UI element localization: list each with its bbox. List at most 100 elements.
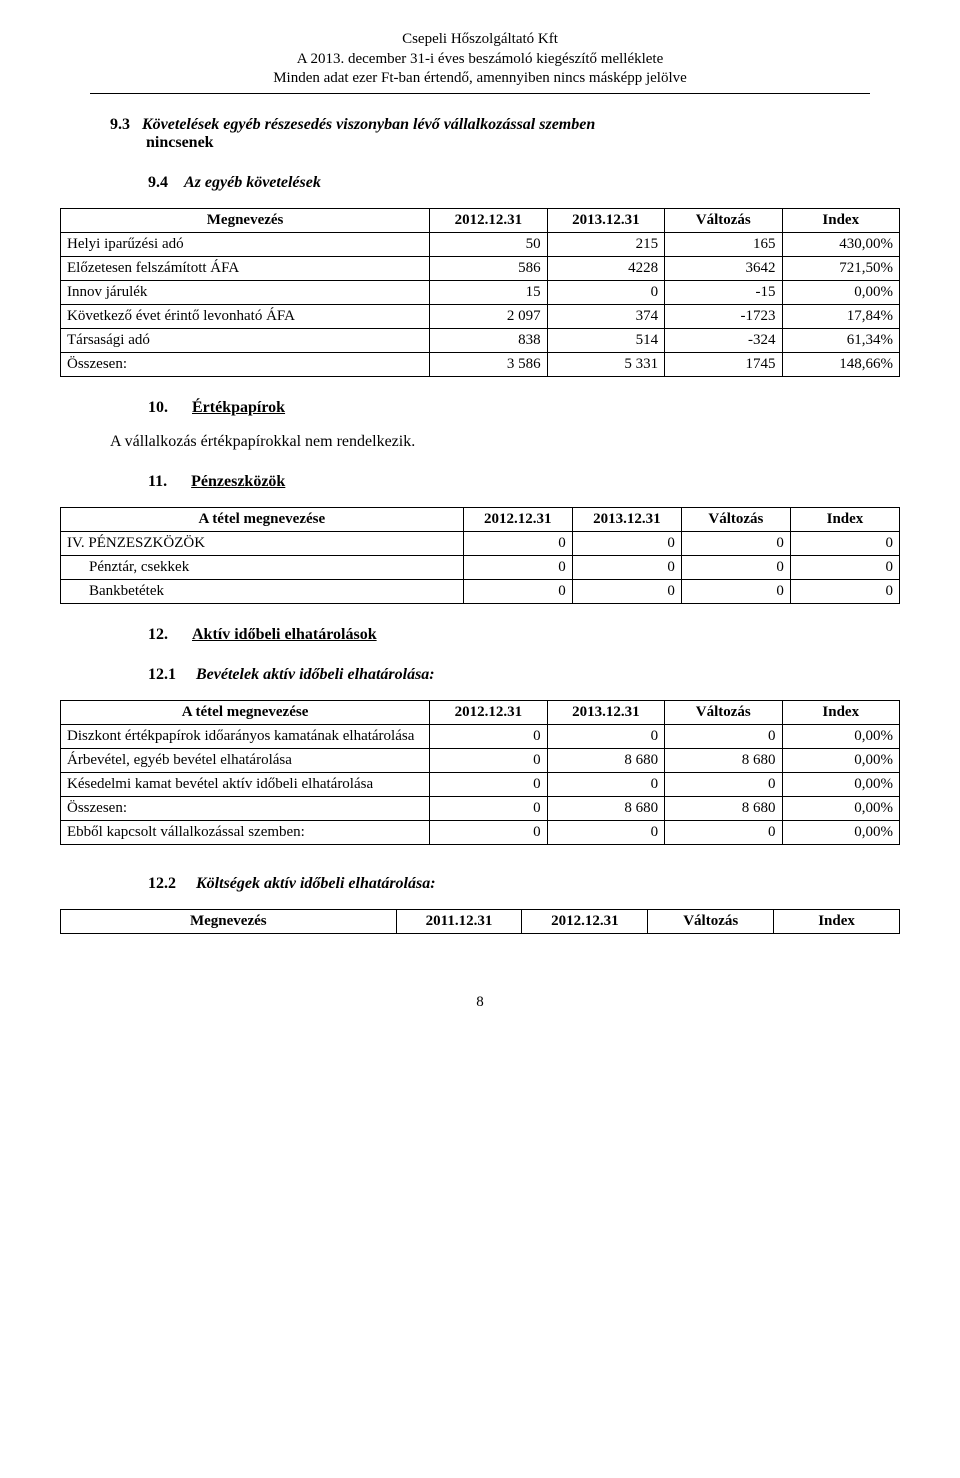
col-2013: 2013.12.31 — [547, 700, 664, 724]
table-row: Következő évet érintő levonható ÁFA 2 09… — [61, 304, 900, 328]
section-9-3-title: Követelések egyéb részesedés viszonyban … — [142, 116, 595, 133]
col-index: Index — [782, 700, 899, 724]
table-row-total: Összesen: 3 586 5 331 1745 148,66% — [61, 352, 900, 376]
cell-change: -15 — [665, 280, 782, 304]
cell-name: Ebből kapcsolt vállalkozással szemben: — [61, 820, 430, 844]
cell-2012: 2 097 — [430, 304, 547, 328]
cell-change: 0 — [681, 531, 790, 555]
cell-change: 8 680 — [665, 796, 782, 820]
cell-index: 148,66% — [782, 352, 899, 376]
section-11-title: Pénzeszközök — [191, 473, 285, 490]
table-row: Diszkont értékpapírok időarányos kamatán… — [61, 724, 900, 748]
table-cash: A tétel megnevezése 2012.12.31 2013.12.3… — [60, 507, 900, 604]
header-divider — [90, 93, 870, 94]
table-row: Bankbetétek 0 0 0 0 — [61, 579, 900, 603]
table-row: Előzetesen felszámított ÁFA 586 4228 364… — [61, 256, 900, 280]
cell-2013: 0 — [547, 280, 664, 304]
cell-2013: 0 — [547, 772, 664, 796]
col-2012: 2012.12.31 — [430, 208, 547, 232]
page-header: Csepeli Hőszolgáltató Kft A 2013. decemb… — [60, 30, 900, 89]
cell-2013: 4228 — [547, 256, 664, 280]
cell-2013: 0 — [547, 724, 664, 748]
section-9-3-body: nincsenek — [146, 134, 214, 151]
cell-index: 0,00% — [782, 820, 899, 844]
cell-change: 3642 — [665, 256, 782, 280]
table-row: Árbevétel, egyéb bevétel elhatárolása 0 … — [61, 748, 900, 772]
cell-name: Pénztár, csekkek — [61, 555, 464, 579]
cell-change: 8 680 — [665, 748, 782, 772]
header-line-3: Minden adat ezer Ft-ban értendő, amennyi… — [60, 69, 900, 89]
cell-name: Összesen: — [61, 352, 430, 376]
section-12-2: 12.2 Költségek aktív időbeli elhatárolás… — [148, 875, 900, 893]
table-row: Társasági adó 838 514 -324 61,34% — [61, 328, 900, 352]
section-12-title: Aktív időbeli elhatárolások — [192, 626, 377, 643]
table-row: Késedelmi kamat bevétel aktív időbeli el… — [61, 772, 900, 796]
cell-2012: 0 — [430, 748, 547, 772]
table-header-row: A tétel megnevezése 2012.12.31 2013.12.3… — [61, 507, 900, 531]
col-change: Változás — [681, 507, 790, 531]
cell-index: 0,00% — [782, 796, 899, 820]
cell-index: 0,00% — [782, 772, 899, 796]
table-row: IV. PÉNZESZKÖZÖK 0 0 0 0 — [61, 531, 900, 555]
cell-index: 0,00% — [782, 280, 899, 304]
col-change: Változás — [648, 909, 774, 933]
col-name: Megnevezés — [61, 909, 397, 933]
cell-2013: 514 — [547, 328, 664, 352]
col-name: A tétel megnevezése — [61, 507, 464, 531]
cell-name: IV. PÉNZESZKÖZÖK — [61, 531, 464, 555]
cell-index: 430,00% — [782, 232, 899, 256]
cell-index: 0,00% — [782, 748, 899, 772]
cell-name: Késedelmi kamat bevétel aktív időbeli el… — [61, 772, 430, 796]
page-number: 8 — [60, 994, 900, 1011]
col-2012: 2012.12.31 — [463, 507, 572, 531]
table-row-total: Összesen: 0 8 680 8 680 0,00% — [61, 796, 900, 820]
cell-2012: 0 — [430, 724, 547, 748]
cell-2012: 838 — [430, 328, 547, 352]
col-2012: 2012.12.31 — [430, 700, 547, 724]
cell-change: 1745 — [665, 352, 782, 376]
cell-2013: 0 — [547, 820, 664, 844]
cell-2013: 5 331 — [547, 352, 664, 376]
cell-change: 0 — [665, 724, 782, 748]
col-name: Megnevezés — [61, 208, 430, 232]
cell-change: 0 — [681, 579, 790, 603]
cell-change: 165 — [665, 232, 782, 256]
cell-2012: 0 — [430, 772, 547, 796]
table-header-row: A tétel megnevezése 2012.12.31 2013.12.3… — [61, 700, 900, 724]
cell-change: -324 — [665, 328, 782, 352]
cell-index: 17,84% — [782, 304, 899, 328]
cell-name: Összesen: — [61, 796, 430, 820]
section-9-4-number: 9.4 — [148, 174, 168, 191]
cell-change: 0 — [665, 820, 782, 844]
cell-change: 0 — [681, 555, 790, 579]
cell-index: 0 — [790, 579, 899, 603]
cell-name: Innov járulék — [61, 280, 430, 304]
table-row: Innov járulék 15 0 -15 0,00% — [61, 280, 900, 304]
cell-name: Árbevétel, egyéb bevétel elhatárolása — [61, 748, 430, 772]
table-other-receivables: Megnevezés 2012.12.31 2013.12.31 Változá… — [60, 208, 900, 377]
cell-2012: 586 — [430, 256, 547, 280]
col-name: A tétel megnevezése — [61, 700, 430, 724]
cell-2013: 0 — [572, 579, 681, 603]
table-row: Pénztár, csekkek 0 0 0 0 — [61, 555, 900, 579]
cell-2012: 50 — [430, 232, 547, 256]
col-index: Index — [774, 909, 900, 933]
cell-index: 0,00% — [782, 724, 899, 748]
cell-name: Előzetesen felszámított ÁFA — [61, 256, 430, 280]
section-12-2-number: 12.2 — [148, 875, 176, 892]
cell-2013: 215 — [547, 232, 664, 256]
cell-change: 0 — [665, 772, 782, 796]
cell-name: Következő évet érintő levonható ÁFA — [61, 304, 430, 328]
col-index: Index — [790, 507, 899, 531]
cell-index: 0 — [790, 531, 899, 555]
section-9-3: 9.3 Követelések egyéb részesedés viszony… — [110, 116, 870, 152]
cell-2013: 8 680 — [547, 796, 664, 820]
section-11: 11. Pénzeszközök — [148, 473, 900, 491]
cell-name: Diszkont értékpapírok időarányos kamatán… — [61, 724, 430, 748]
section-12: 12. Aktív időbeli elhatárolások — [148, 626, 900, 644]
cell-2012: 0 — [430, 820, 547, 844]
cell-2012: 0 — [430, 796, 547, 820]
cell-2012: 0 — [463, 555, 572, 579]
cell-index: 721,50% — [782, 256, 899, 280]
table-accrued-income: A tétel megnevezése 2012.12.31 2013.12.3… — [60, 700, 900, 845]
